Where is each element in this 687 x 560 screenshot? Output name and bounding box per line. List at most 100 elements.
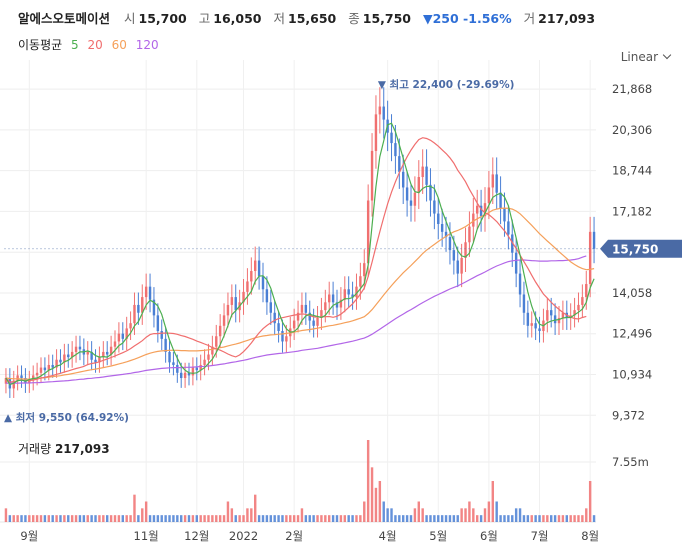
volume-bar [468, 501, 471, 522]
volume-bar [476, 515, 479, 522]
volume-bar [573, 515, 576, 522]
scale-mode-dropdown[interactable]: Linear [621, 50, 672, 64]
volume-tick-label: 7.55m [612, 455, 649, 469]
candle-body [55, 359, 58, 368]
candle-body [144, 286, 148, 298]
candle-body [402, 171, 405, 188]
volume-bar [8, 515, 12, 522]
candle-body [265, 289, 269, 303]
volume-bar [565, 515, 568, 522]
candle-body [168, 351, 171, 363]
volume-bar [203, 515, 206, 522]
candle-body [261, 276, 265, 290]
candle-body [4, 378, 8, 384]
volume-bar [102, 515, 105, 522]
candle-body [339, 299, 343, 308]
ma-lines-layer [5, 122, 595, 386]
volume-bar [339, 515, 343, 522]
candle-body [156, 315, 160, 332]
volume-bar [405, 515, 409, 522]
candle-body [67, 354, 70, 358]
volume-bar [160, 515, 163, 522]
candle-body [218, 325, 222, 337]
candle-body [592, 231, 596, 249]
candle-body [51, 364, 54, 368]
quote-header: 알에스오토메이션 시 15,700 고 16,050 저 15,650 종 15,750… [0, 0, 687, 30]
candle-body [226, 304, 230, 316]
volume-bar [460, 508, 463, 522]
volume-bar [32, 515, 35, 522]
volume-bar [542, 515, 545, 522]
volume-bar [448, 515, 452, 522]
y-tick-label: 21,868 [612, 82, 652, 96]
volume-bar [273, 515, 276, 522]
candle-body [102, 351, 105, 358]
x-tick-label: 2022 [229, 529, 258, 543]
current-price-tag [600, 239, 682, 258]
candle-body [273, 312, 276, 324]
candle-body [195, 367, 198, 371]
volume-bar [20, 515, 23, 522]
y-tick-label: 9,372 [612, 408, 645, 422]
volume-bar [137, 515, 140, 522]
volume-bar [503, 515, 506, 522]
candle-body [433, 200, 436, 214]
candle-body [343, 289, 346, 300]
volume-bar [417, 501, 420, 522]
candle-body [557, 317, 561, 324]
candle-body [324, 302, 327, 311]
candle-body [370, 150, 374, 201]
candle-body [304, 304, 308, 313]
candle-body [269, 302, 272, 313]
candle-body [12, 380, 15, 389]
volume-bar [133, 494, 136, 522]
volume-bar [592, 515, 596, 522]
candle-body [421, 166, 424, 178]
candle-body [320, 310, 323, 318]
candle-body [550, 310, 553, 316]
volume-bar [144, 501, 148, 522]
volume-bar [109, 515, 113, 522]
volume-bar [382, 501, 385, 522]
volume-bar [261, 515, 265, 522]
volume-bar [90, 515, 93, 522]
candle-body [191, 367, 195, 376]
volume-bar [257, 515, 261, 522]
candle-body [160, 331, 163, 339]
candle-body [199, 364, 202, 371]
candle-body [534, 323, 537, 329]
candle-body [70, 351, 74, 358]
candle-body [164, 338, 167, 352]
volume-bar [74, 515, 78, 522]
candle-body [468, 226, 471, 243]
volume-bar [234, 515, 237, 522]
candle-body [78, 346, 82, 350]
volume-bar [176, 515, 179, 522]
candle-body [222, 315, 226, 326]
candle-body [98, 357, 101, 363]
x-tick-label: 7월 [531, 529, 549, 543]
candle-body [487, 187, 491, 204]
close-label: 종 [348, 11, 360, 26]
volume-bar [4, 508, 8, 522]
volume-bar [59, 515, 62, 522]
candle-body [207, 354, 210, 360]
volume-bar [347, 515, 350, 522]
volume-bar [429, 515, 432, 522]
candle-body [561, 312, 565, 318]
volume-bar [117, 515, 121, 522]
volume-bar [269, 515, 272, 522]
volume-bar [394, 515, 397, 522]
y-tick-label: 14,058 [612, 286, 652, 300]
y-tick-label: 20,306 [612, 123, 652, 137]
ma-legend[interactable]: 이동평균 5 20 60 120 [18, 36, 164, 53]
volume-bar [292, 515, 296, 522]
x-tick-label: 8월 [581, 529, 599, 543]
volume-bar [156, 515, 160, 522]
candle-body [409, 200, 413, 206]
volume-bars-layer [4, 440, 596, 522]
volume-bar [113, 515, 117, 522]
volume-bar [43, 515, 47, 522]
volume-bar [125, 515, 128, 522]
